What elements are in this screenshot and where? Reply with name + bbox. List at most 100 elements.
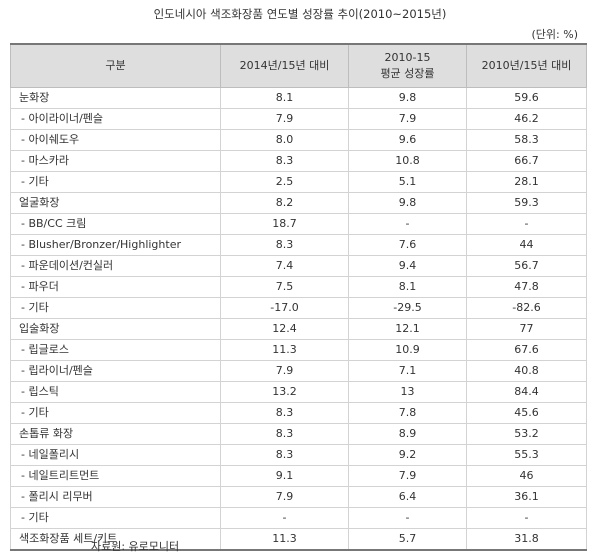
row-label: - 네일폴리시	[10, 444, 221, 466]
value-2010-15-avg: 13	[348, 381, 467, 403]
value-2010-15: 84.4	[466, 381, 587, 403]
value-2010-15: 59.6	[466, 87, 587, 109]
row-label: - 기타	[10, 297, 221, 319]
value-2010-15: 53.2	[466, 423, 587, 445]
value-2014-15: 8.2	[220, 192, 349, 214]
value-2010-15-avg: 8.9	[348, 423, 467, 445]
row-label: - 아이라이너/펜슬	[10, 108, 221, 130]
header-2010-15: 2010년/15년 대비	[466, 43, 587, 88]
value-2010-15: 47.8	[466, 276, 587, 298]
value-2010-15: 55.3	[466, 444, 587, 466]
row-label: - 립글로스	[10, 339, 221, 361]
value-2014-15: 8.3	[220, 444, 349, 466]
row-label: 눈화장	[10, 87, 221, 109]
value-2010-15: 36.1	[466, 486, 587, 508]
row-label: - 네일트리트먼트	[10, 465, 221, 487]
value-2010-15: 67.6	[466, 339, 587, 361]
row-label: - 폴리시 리무버	[10, 486, 221, 508]
value-2014-15: 18.7	[220, 213, 349, 235]
value-2010-15: 58.3	[466, 129, 587, 151]
row-label: - 마스카라	[10, 150, 221, 172]
value-2010-15-avg: 10.8	[348, 150, 467, 172]
value-2010-15-avg: 7.9	[348, 108, 467, 130]
table-title: 인도네시아 색조화장품 연도별 성장률 추이(2010~2015년)	[153, 7, 447, 21]
row-label: - 립스틱	[10, 381, 221, 403]
value-2010-15: 46.2	[466, 108, 587, 130]
value-2010-15-avg: 9.8	[348, 192, 467, 214]
value-2014-15: 7.9	[220, 360, 349, 382]
value-2010-15-avg: 7.6	[348, 234, 467, 256]
value-2010-15: 31.8	[466, 528, 587, 551]
table-row: - Blusher/Bronzer/Highlighter 8.3 7.6 44	[10, 234, 587, 256]
table-row: 손톱류 화장 8.3 8.9 53.2	[10, 423, 587, 445]
header-2014-15: 2014년/15년 대비	[220, 43, 349, 88]
row-label: - 파우더	[10, 276, 221, 298]
table-row: - 폴리시 리무버 7.9 6.4 36.1	[10, 486, 587, 508]
value-2010-15-avg: -29.5	[348, 297, 467, 319]
value-2010-15-avg: -	[348, 213, 467, 235]
table-row: - 기타 - - -	[10, 507, 587, 529]
table-row: - 립라이너/펜슬 7.9 7.1 40.8	[10, 360, 587, 382]
row-label: - 립라이너/펜슬	[10, 360, 221, 382]
header-2010-15-avg: 2010-15 평균 성장률	[348, 43, 467, 88]
value-2010-15: 40.8	[466, 360, 587, 382]
row-label: 입술화장	[10, 318, 221, 340]
table-row: - 아이쉐도우 8.0 9.6 58.3	[10, 129, 587, 151]
value-2014-15: -17.0	[220, 297, 349, 319]
value-2010-15-avg: 6.4	[348, 486, 467, 508]
source-note: 자료원: 유로모니터	[91, 540, 180, 553]
growth-rate-table: 구분 2014년/15년 대비 2010-15 평균 성장률 2010년/15년…	[10, 43, 587, 551]
table-row: - 네일트리트먼트 9.1 7.9 46	[10, 465, 587, 487]
row-label: 손톱류 화장	[10, 423, 221, 445]
value-2014-15: 2.5	[220, 171, 349, 193]
header-row: 구분 2014년/15년 대비 2010-15 평균 성장률 2010년/15년…	[10, 43, 587, 88]
value-2010-15: 56.7	[466, 255, 587, 277]
row-label: - 아이쉐도우	[10, 129, 221, 151]
table-row: - 파운데이션/컨실러 7.4 9.4 56.7	[10, 255, 587, 277]
value-2010-15-avg: -	[348, 507, 467, 529]
value-2014-15: 7.5	[220, 276, 349, 298]
table-body: 눈화장 8.1 9.8 59.6- 아이라이너/펜슬 7.9 7.9 46.2- 아이쉐도우…	[10, 87, 587, 551]
table-row: - 마스카라 8.3 10.8 66.7	[10, 150, 587, 172]
table-row: - 기타 -17.0 -29.5 -82.6	[10, 297, 587, 319]
value-2010-15: 45.6	[466, 402, 587, 424]
table-row: - 네일폴리시 8.3 9.2 55.3	[10, 444, 587, 466]
value-2010-15: -	[466, 507, 587, 529]
value-2010-15: 77	[466, 318, 587, 340]
value-2014-15: 8.0	[220, 129, 349, 151]
value-2014-15: 9.1	[220, 465, 349, 487]
row-label: - BB/CC 크림	[10, 213, 221, 235]
table-row: - 립스틱 13.2 13 84.4	[10, 381, 587, 403]
value-2010-15-avg: 7.8	[348, 402, 467, 424]
value-2010-15: 66.7	[466, 150, 587, 172]
value-2014-15: 8.1	[220, 87, 349, 109]
value-2010-15-avg: 7.1	[348, 360, 467, 382]
table-row: 입술화장 12.4 12.1 77	[10, 318, 587, 340]
value-2010-15: -82.6	[466, 297, 587, 319]
value-2010-15-avg: 9.8	[348, 87, 467, 109]
value-2010-15-avg: 5.7	[348, 528, 467, 551]
value-2010-15-avg: 9.2	[348, 444, 467, 466]
value-2010-15: 28.1	[466, 171, 587, 193]
value-2014-15: 8.3	[220, 150, 349, 172]
value-2014-15: -	[220, 507, 349, 529]
value-2010-15: -	[466, 213, 587, 235]
value-2010-15-avg: 7.9	[348, 465, 467, 487]
value-2014-15: 7.9	[220, 486, 349, 508]
table-row: - 립글로스 11.3 10.9 67.6	[10, 339, 587, 361]
row-label: - 기타	[10, 171, 221, 193]
row-label: - 파운데이션/컨실러	[10, 255, 221, 277]
row-label: - 기타	[10, 402, 221, 424]
table-row: - 기타 8.3 7.8 45.6	[10, 402, 587, 424]
value-2010-15-avg: 9.6	[348, 129, 467, 151]
value-2014-15: 13.2	[220, 381, 349, 403]
value-2014-15: 11.3	[220, 528, 349, 551]
unit-note: (단위: %)	[531, 28, 578, 41]
table-row: - BB/CC 크림 18.7- -	[10, 213, 587, 235]
value-2014-15: 8.3	[220, 402, 349, 424]
header-2010-15-avg-line1: 2010-15	[384, 51, 431, 64]
value-2014-15: 7.9	[220, 108, 349, 130]
table-row: - 기타 2.5 5.1 28.1	[10, 171, 587, 193]
value-2010-15-avg: 5.1	[348, 171, 467, 193]
row-label: 색조화장품 세트/키트	[10, 528, 221, 551]
